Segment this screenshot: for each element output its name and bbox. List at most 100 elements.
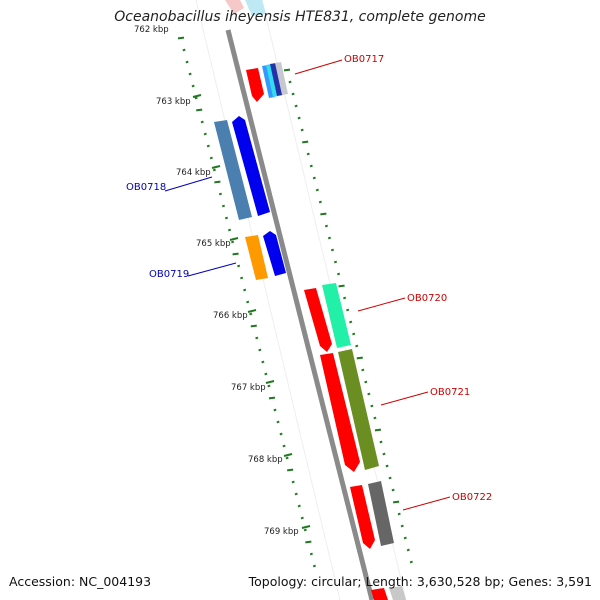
gene-arrow-top-cyan <box>245 0 266 16</box>
gene-arrow-ob0719-orange <box>245 235 268 280</box>
gene-arrow-bottom-red <box>371 588 388 600</box>
scale-tick <box>309 552 313 556</box>
scale-ticks-left <box>177 36 316 568</box>
scale-tick <box>230 240 235 244</box>
scale-tick <box>393 500 400 504</box>
scale-tick <box>355 344 359 348</box>
scale-label-764: 764 kbp <box>176 168 211 178</box>
gene-arrow-ob0722-grey <box>368 481 394 546</box>
scale-tick <box>291 480 295 484</box>
scale-tick <box>209 156 213 160</box>
scale-tick <box>333 260 338 264</box>
scale-tick <box>203 132 207 136</box>
scale-tick <box>291 92 295 96</box>
scale-tick <box>246 300 250 304</box>
scale-label-762: 762 kbp <box>134 25 169 35</box>
gene-arrow-ob0720-red <box>304 288 332 352</box>
scale-tick <box>255 336 259 340</box>
scale-tick <box>268 396 276 400</box>
scale-tick <box>349 320 353 324</box>
gene-arrow-ob0717-grey <box>275 62 288 95</box>
scale-tick <box>352 332 356 336</box>
scale-tick <box>185 60 189 64</box>
scale-tick <box>388 476 392 480</box>
scale-tick <box>374 428 382 432</box>
scale-tick <box>385 464 389 468</box>
gene-arrow-top-pink <box>225 0 244 14</box>
scale-tick <box>327 236 331 240</box>
gene-label-ob0722: OB0722 <box>452 492 492 503</box>
scale-label-766: 766 kbp <box>213 311 248 321</box>
gene-arrow-ob0718-steelblue <box>214 120 252 220</box>
scale-tick <box>279 432 283 436</box>
scale-label-ticks <box>192 94 311 529</box>
scale-tick <box>182 48 186 52</box>
gene-arrow-ob0719-blue <box>263 231 286 276</box>
gene-arrow-ob0717-navy <box>270 63 283 96</box>
scale-tick <box>212 168 216 172</box>
gene-arrow-ob0722-red <box>350 485 375 549</box>
scale-tick <box>237 264 241 268</box>
gene-label-leaders <box>164 59 451 511</box>
gene-arrow-ob0720-teal <box>322 283 351 348</box>
scale-tick <box>318 200 322 204</box>
scale-tick <box>315 188 319 192</box>
scale-tick <box>336 272 341 276</box>
scale-label-763: 763 kbp <box>156 97 191 107</box>
gene-label-ob0720: OB0720 <box>407 293 447 304</box>
scale-tick <box>382 452 386 456</box>
genome-stats-text: Topology: circular; Length: 3,630,528 bp… <box>248 574 592 589</box>
scale-tick <box>356 356 363 360</box>
scale-tick <box>312 564 316 568</box>
scale-tick <box>258 348 262 352</box>
scale-tick <box>243 288 247 292</box>
scale-tick <box>297 504 301 508</box>
track-guide-left <box>195 0 341 600</box>
genome-title: Oceanobacillus iheyensis HTE831, complet… <box>114 9 486 25</box>
gene-features <box>214 0 406 600</box>
gene-arrow-ob0721-olive <box>338 349 379 470</box>
gene-arrow-ob0717-cyan <box>266 64 278 97</box>
scale-tick <box>320 212 327 216</box>
scale-tick <box>191 84 195 88</box>
scale-tick <box>273 408 277 412</box>
scale-ticks-right <box>283 68 413 564</box>
gene-label-ob0717: OB0717 <box>344 54 384 65</box>
scale-tick <box>206 144 210 148</box>
scale-tick <box>250 324 257 328</box>
scale-tick <box>330 248 335 252</box>
gene-labels: OB0717 OB0718 OB0719 OB0720 OB0721 OB072… <box>126 54 492 503</box>
scale-tick <box>276 420 280 424</box>
scale-tick <box>300 516 304 520</box>
scale-tick <box>200 120 204 124</box>
scale-tick <box>300 128 304 132</box>
scale-tick <box>282 444 286 448</box>
scale-tick <box>364 380 368 384</box>
gene-arrow-bottom-grey <box>389 586 406 600</box>
scale-tick <box>249 312 253 316</box>
scale-tick <box>214 180 221 184</box>
scale-tick <box>177 36 185 40</box>
scale-tick <box>406 548 410 552</box>
scale-tick <box>305 540 312 544</box>
gene-label-ob0718: OB0718 <box>126 182 166 193</box>
scale-tick <box>343 296 347 300</box>
scale-tick <box>403 536 407 540</box>
scale-tick <box>346 308 350 312</box>
gene-arrow-ob0718-blue <box>232 116 270 216</box>
scale-tick <box>264 372 268 376</box>
scale-tick <box>361 368 365 372</box>
scale-tick <box>287 468 294 472</box>
gene-label-ob0721: OB0721 <box>430 387 470 398</box>
scale-tick <box>297 116 301 120</box>
scale-tick <box>306 152 310 156</box>
scale-label-767: 767 kbp <box>231 383 266 393</box>
scale-tick <box>373 416 377 420</box>
scale-tick <box>267 384 271 388</box>
genome-backbone <box>225 29 375 600</box>
scale-tick <box>196 108 203 112</box>
scale-labels: 762 kbp 763 kbp 764 kbp 765 kbp 766 kbp … <box>134 25 299 537</box>
scale-label-769: 769 kbp <box>264 527 299 537</box>
scale-tick <box>303 528 307 532</box>
